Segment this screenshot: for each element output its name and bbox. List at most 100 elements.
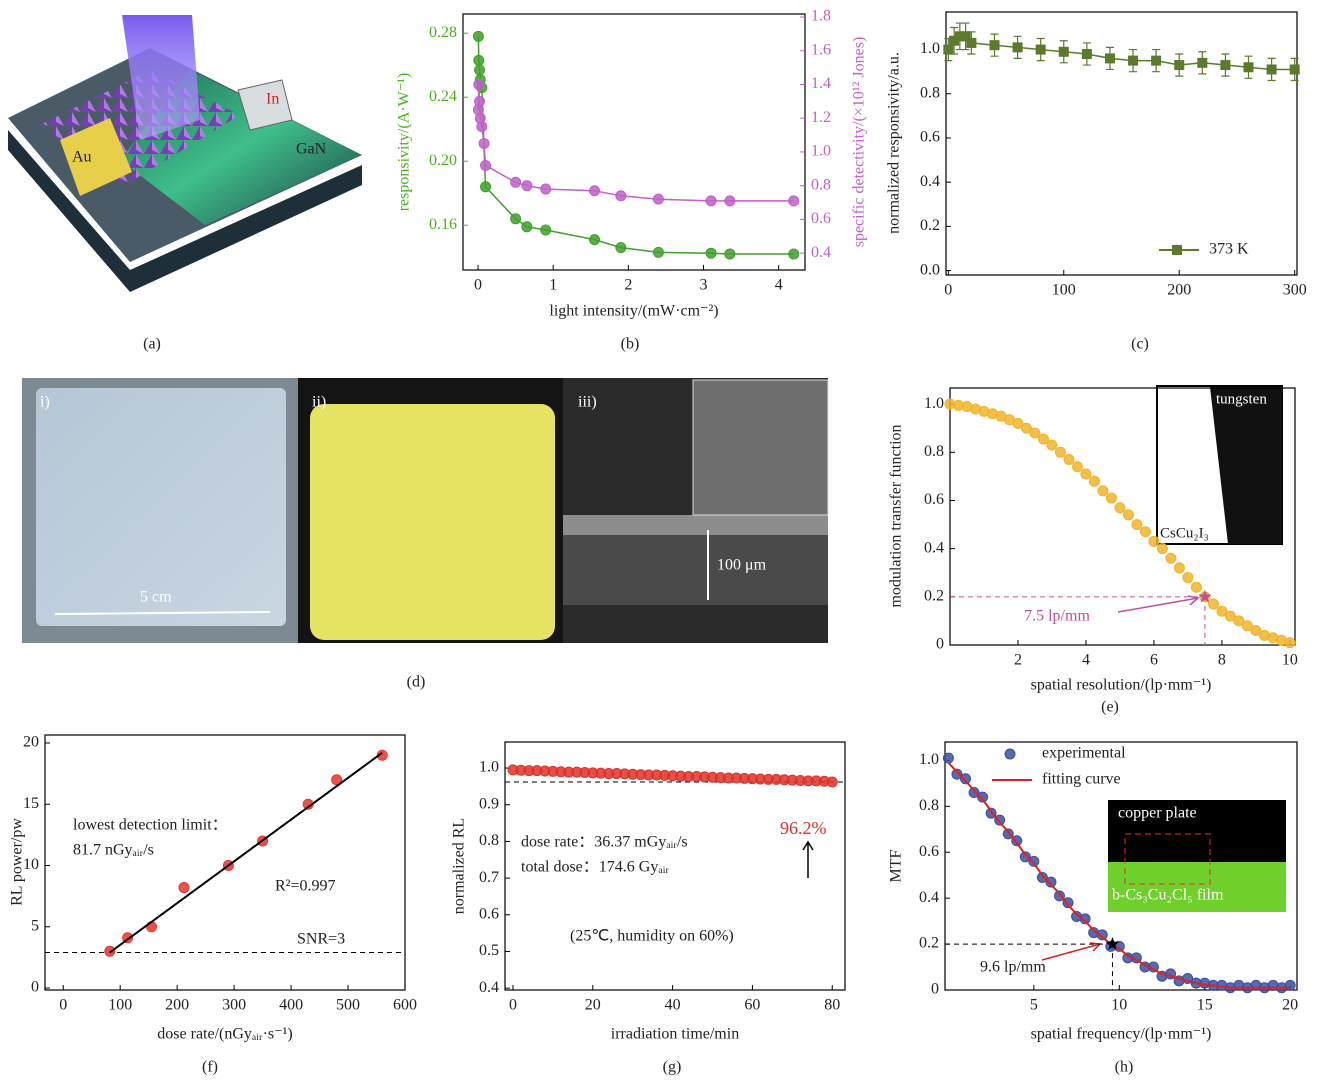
y-tick-label: 0.6 <box>919 843 939 860</box>
caption: (a) <box>143 336 161 353</box>
marker <box>590 235 600 245</box>
annotation: total dose：174.6 Gyₐᵢᵣ <box>521 859 669 876</box>
marker <box>511 177 521 187</box>
x-tick-label: 8 <box>1218 652 1226 669</box>
y-tick-label: 0.20 <box>429 152 457 169</box>
x-tick-label: 0 <box>944 282 952 299</box>
marker <box>1082 49 1092 59</box>
y2-tick-label: 0.8 <box>811 176 831 193</box>
marker <box>481 182 491 192</box>
y-tick-label: 15 <box>23 795 39 812</box>
caption: (d) <box>407 674 426 691</box>
marker <box>706 248 716 258</box>
marker <box>1191 582 1201 592</box>
x-tick-label: 100 <box>1052 282 1076 299</box>
marker <box>1132 520 1142 530</box>
x-axis-title: irradiation time/min <box>611 1026 739 1043</box>
y-tick-label: 0.8 <box>479 832 499 849</box>
x-tick-label: 4 <box>775 277 783 294</box>
image-label: ii) <box>312 394 326 411</box>
y2-tick-label: 0.6 <box>811 210 831 227</box>
y-tick-label: 0.4 <box>479 979 499 996</box>
x-tick-label: 300 <box>1283 282 1307 299</box>
legend-label: 373 K <box>1209 241 1249 258</box>
image-label: i) <box>40 394 50 411</box>
marker <box>1013 42 1023 52</box>
marker <box>1055 447 1065 457</box>
y2-tick-label: 1.4 <box>811 75 831 92</box>
marker <box>1038 434 1048 444</box>
marker <box>789 249 799 259</box>
marker <box>1128 56 1138 66</box>
marker <box>725 249 735 259</box>
x-tick-label: 80 <box>824 997 840 1014</box>
marker <box>1106 493 1116 503</box>
marker <box>522 181 532 191</box>
marker <box>475 96 485 106</box>
y-axis-title: MTF <box>888 849 905 882</box>
photo-panel: i) ii) iii) 5 cm 100 μm (d) <box>22 378 828 691</box>
inset-label: b-Cs₃Cu₂Cl₅ film <box>1112 887 1224 904</box>
marker <box>789 196 799 206</box>
marker <box>473 31 483 41</box>
x-tick-label: 0 <box>509 997 517 1014</box>
marker <box>943 753 953 763</box>
marker <box>1290 64 1300 74</box>
image-label: Au <box>72 149 92 166</box>
y-tick-label: 5 <box>31 917 39 934</box>
caption: (g) <box>663 1059 682 1076</box>
marker <box>943 45 953 55</box>
legend-label: experimental <box>1042 745 1126 762</box>
y-tick-label: 0.2 <box>919 935 939 952</box>
marker <box>1064 455 1074 465</box>
x-tick-label: 40 <box>665 997 681 1014</box>
y-tick-label: 0.9 <box>479 795 499 812</box>
y-axis-title: modulation transfer function <box>888 424 905 607</box>
y-tick-label: 0.8 <box>920 84 940 101</box>
marker <box>827 777 837 787</box>
y-axis-title: normalized RL <box>451 818 468 914</box>
page: Au In GaN (a) i) ii) iii) 5 cm 100 μm (d… <box>0 0 1318 1082</box>
annotation: 9.6 lp/mm <box>980 959 1046 976</box>
annotation: R²=0.997 <box>275 878 336 895</box>
y-tick-label: 0 <box>936 636 944 653</box>
marker <box>511 214 521 224</box>
y-tick-label: 0.2 <box>924 587 944 604</box>
marker <box>1036 45 1046 55</box>
marker <box>1267 64 1277 74</box>
marker <box>1197 58 1207 68</box>
y-tick-label: 0.16 <box>429 216 457 233</box>
x-tick-label: 1 <box>549 277 557 294</box>
y-tick-label: 0.28 <box>429 24 457 41</box>
x-axis-title: light intensity/(mW·cm⁻²) <box>549 303 718 320</box>
x-axis-title: dose rate/(nGyₐᵢᵣ·s⁻¹) <box>157 1026 292 1043</box>
y-tick-label: 1.0 <box>924 395 944 412</box>
marker <box>475 65 485 75</box>
marker <box>1285 638 1295 648</box>
marker <box>1149 536 1159 546</box>
annotation: (25℃, humidity on 60%) <box>570 928 734 945</box>
marker <box>616 243 626 253</box>
y-tick-label: 0.6 <box>479 905 499 922</box>
annotation: dose rate：36.37 mGyₐᵢᵣ/s <box>521 834 688 851</box>
x-tick-label: 0 <box>474 277 482 294</box>
x-tick-label: 0 <box>59 997 67 1014</box>
marker <box>616 191 626 201</box>
y-tick-label: 0.0 <box>920 261 940 278</box>
y-tick-label: 20 <box>23 734 39 751</box>
marker <box>706 196 716 206</box>
marker <box>541 184 551 194</box>
marker <box>1285 980 1295 990</box>
inset-label: CsCu₂I₃ <box>1160 525 1209 541</box>
marker <box>1115 503 1125 513</box>
inset: tungsten CsCu₂I₃ copper plate b-Cs₃Cu₂Cl… <box>1108 386 1286 912</box>
x-tick-label: 10 <box>1282 652 1298 669</box>
y2-axis-title: specific detectivity/(×10¹² Jones) <box>851 37 868 248</box>
marker <box>1098 486 1108 496</box>
marker <box>1174 60 1184 70</box>
caption: (c) <box>1131 336 1149 353</box>
x-tick-label: 10 <box>1111 997 1127 1014</box>
marker <box>966 38 976 48</box>
annotation: 7.5 lp/mm <box>1024 608 1090 625</box>
marker <box>1030 428 1040 438</box>
